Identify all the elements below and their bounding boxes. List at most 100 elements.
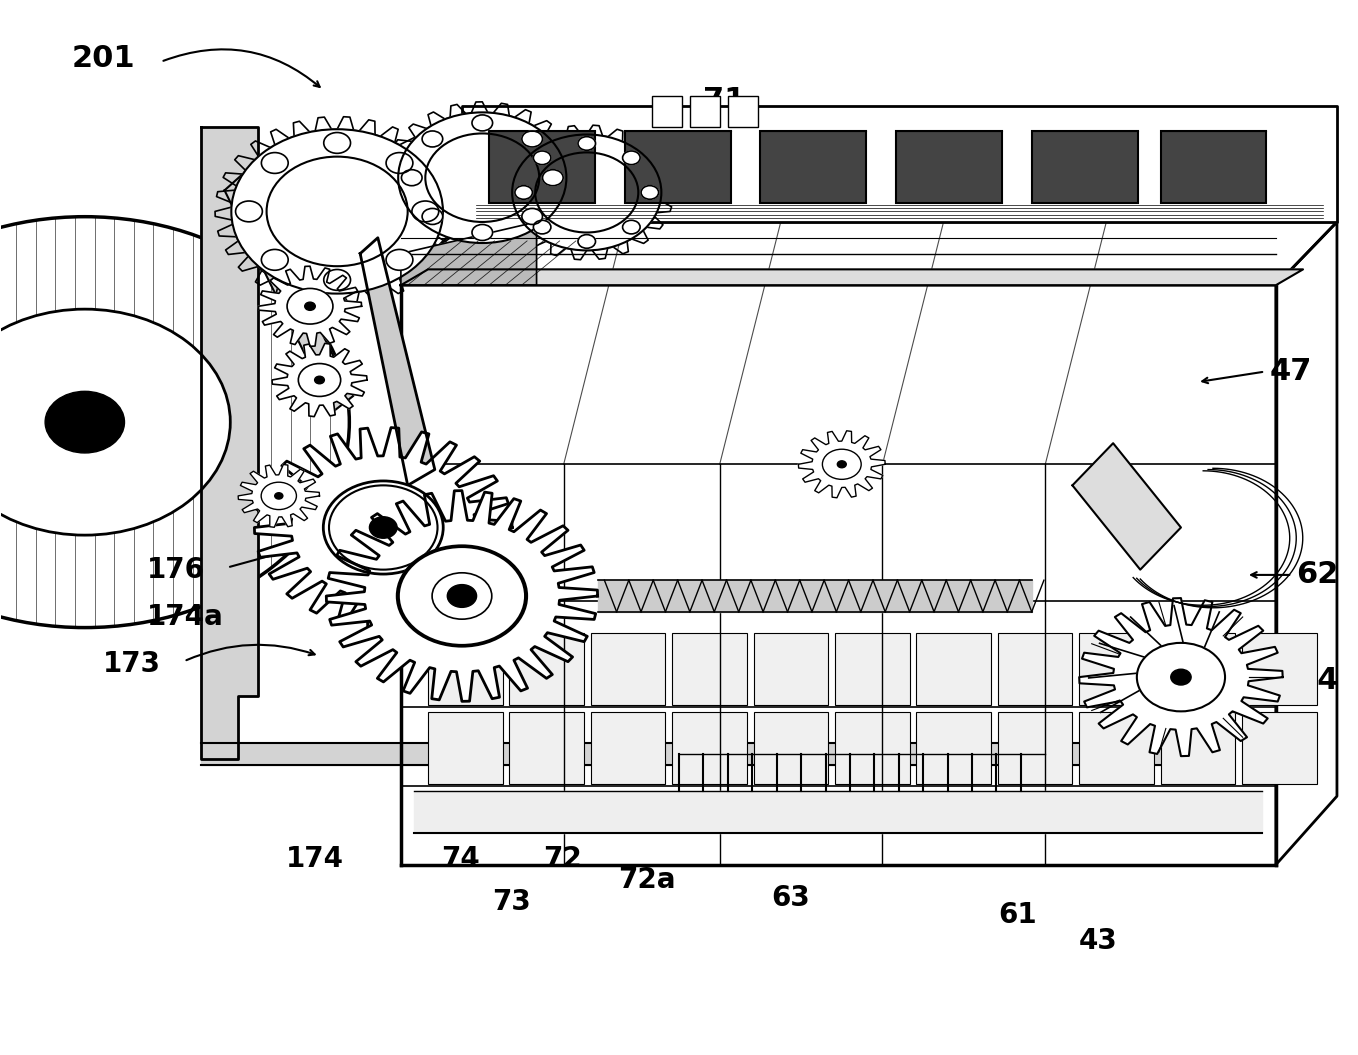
Text: 61: 61 — [998, 901, 1036, 929]
Bar — [1080, 633, 1154, 705]
Bar — [428, 633, 502, 705]
Circle shape — [323, 481, 443, 574]
Circle shape — [398, 546, 526, 646]
Bar — [652, 96, 682, 128]
Polygon shape — [326, 491, 598, 702]
Text: 174a: 174a — [147, 603, 224, 631]
Circle shape — [512, 134, 661, 250]
Bar — [428, 712, 502, 784]
Polygon shape — [201, 744, 1195, 765]
Text: 200: 200 — [38, 455, 102, 484]
Polygon shape — [462, 107, 1338, 222]
Circle shape — [261, 153, 288, 173]
Polygon shape — [1277, 222, 1338, 865]
Bar — [728, 96, 758, 128]
Circle shape — [432, 573, 492, 619]
Circle shape — [447, 584, 477, 608]
Polygon shape — [401, 269, 1304, 285]
Bar — [489, 131, 595, 203]
Bar — [917, 633, 991, 705]
Circle shape — [622, 220, 640, 234]
Circle shape — [329, 485, 437, 570]
Circle shape — [1137, 642, 1225, 711]
Bar — [509, 712, 584, 784]
Polygon shape — [414, 791, 1263, 833]
Circle shape — [397, 545, 527, 647]
Bar — [835, 712, 910, 784]
Circle shape — [287, 288, 333, 324]
Circle shape — [534, 151, 551, 165]
Bar — [1161, 131, 1267, 203]
Polygon shape — [360, 237, 435, 485]
Bar — [690, 96, 720, 128]
Bar — [625, 131, 731, 203]
Circle shape — [261, 249, 288, 270]
Circle shape — [369, 517, 397, 538]
Circle shape — [521, 131, 542, 147]
Bar — [760, 131, 866, 203]
Circle shape — [386, 153, 413, 173]
Circle shape — [823, 449, 861, 479]
Bar — [1161, 633, 1236, 705]
Polygon shape — [1073, 443, 1181, 570]
Bar — [1032, 131, 1138, 203]
Bar — [1080, 712, 1154, 784]
Text: 176: 176 — [147, 556, 205, 583]
Polygon shape — [272, 343, 367, 417]
Text: 43: 43 — [1080, 926, 1118, 955]
Circle shape — [534, 220, 551, 234]
Text: 62: 62 — [1297, 560, 1339, 590]
Text: 174: 174 — [285, 845, 344, 874]
Circle shape — [323, 133, 350, 153]
Circle shape — [274, 493, 282, 499]
Bar — [754, 712, 828, 784]
Polygon shape — [224, 174, 353, 411]
Text: 63: 63 — [771, 884, 809, 913]
Circle shape — [411, 202, 439, 222]
Bar — [1243, 712, 1317, 784]
Polygon shape — [401, 222, 536, 285]
Bar — [591, 712, 665, 784]
Circle shape — [535, 152, 638, 232]
Circle shape — [0, 216, 349, 628]
Text: 71: 71 — [703, 87, 746, 115]
Text: 201: 201 — [71, 44, 134, 73]
Circle shape — [315, 377, 325, 384]
Bar — [998, 633, 1073, 705]
Circle shape — [473, 225, 493, 241]
Circle shape — [45, 391, 125, 453]
Circle shape — [579, 234, 596, 248]
Polygon shape — [1080, 598, 1283, 756]
Polygon shape — [401, 222, 1338, 285]
Text: 47: 47 — [1270, 357, 1312, 386]
Text: 44: 44 — [1297, 666, 1339, 695]
Polygon shape — [254, 427, 512, 628]
Circle shape — [266, 156, 407, 266]
Circle shape — [521, 209, 542, 225]
Polygon shape — [421, 160, 591, 200]
Text: 72a: 72a — [618, 866, 675, 895]
Polygon shape — [201, 128, 258, 760]
Circle shape — [304, 302, 315, 310]
Bar — [835, 633, 910, 705]
Bar — [896, 131, 1002, 203]
Circle shape — [622, 151, 640, 165]
Text: 144: 144 — [1138, 121, 1202, 150]
Polygon shape — [598, 580, 1032, 612]
Bar — [998, 712, 1073, 784]
Circle shape — [299, 364, 341, 397]
Bar — [917, 712, 991, 784]
Circle shape — [323, 269, 350, 290]
Circle shape — [231, 129, 443, 293]
Circle shape — [543, 170, 564, 186]
Circle shape — [0, 309, 231, 535]
Text: 74: 74 — [441, 845, 481, 874]
Circle shape — [425, 133, 539, 222]
Text: 173: 173 — [102, 651, 160, 678]
Circle shape — [386, 249, 413, 270]
Circle shape — [261, 482, 296, 510]
Polygon shape — [258, 266, 361, 346]
Polygon shape — [799, 430, 885, 498]
Circle shape — [422, 131, 443, 147]
Text: 73: 73 — [492, 887, 531, 916]
